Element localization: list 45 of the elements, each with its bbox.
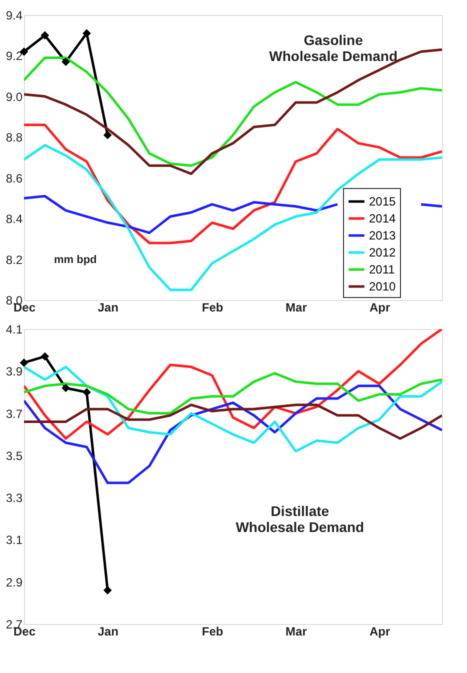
y-tick-label: 9.4 <box>6 8 23 22</box>
y-tick-label: 8.8 <box>6 130 23 145</box>
line-series <box>24 372 442 415</box>
line-series <box>24 144 442 292</box>
y-tick-label: 3.3 <box>6 491 23 506</box>
point <box>103 130 112 140</box>
y-tick-label: 8.2 <box>6 252 23 267</box>
point <box>103 586 112 594</box>
point <box>62 58 70 66</box>
x-tick-label: Mar <box>286 624 308 638</box>
legend-label: 2013 <box>369 228 396 242</box>
annotation: Gasoline Wholesale Demand <box>269 32 398 64</box>
y-tick-label: 3.9 <box>6 364 23 379</box>
point <box>62 384 70 392</box>
x-tick-label: Apr <box>369 624 390 638</box>
x-tick-label: Jan <box>98 624 118 638</box>
y-tick-label: 3.5 <box>6 448 23 463</box>
line-series <box>24 404 442 440</box>
y-tick-label: 3.1 <box>6 533 23 548</box>
point <box>40 31 50 40</box>
y-tick-label: 9.2 <box>6 49 23 64</box>
y-tick-label: 9.0 <box>6 90 23 104</box>
legend-label: 2014 <box>369 212 396 226</box>
legend-label: 2010 <box>369 280 396 294</box>
annotation: mm bpd <box>54 254 97 266</box>
point <box>82 388 91 396</box>
legend-label: 2011 <box>369 262 396 276</box>
y-tick-label: 8.4 <box>6 212 23 226</box>
y-tick-label: 8.6 <box>6 171 23 186</box>
point <box>40 352 50 361</box>
legend-label: 2015 <box>369 194 396 208</box>
x-tick-label: Mar <box>286 300 308 314</box>
point <box>20 358 28 367</box>
annotation: Distillate Wholesale Demand <box>236 502 364 535</box>
x-tick-label: Apr <box>369 300 390 314</box>
line-series <box>24 329 442 440</box>
legend-label: 2012 <box>369 246 396 260</box>
x-tick-label: Feb <box>202 624 224 638</box>
x-tick-label: Feb <box>202 300 224 314</box>
x-tick-label: Jan <box>98 300 118 314</box>
line-series <box>24 124 442 244</box>
y-tick-label: 2.9 <box>6 575 23 590</box>
y-tick-label: 4.1 <box>6 322 23 336</box>
y-tick-label: 3.7 <box>6 406 23 421</box>
point <box>82 29 91 38</box>
